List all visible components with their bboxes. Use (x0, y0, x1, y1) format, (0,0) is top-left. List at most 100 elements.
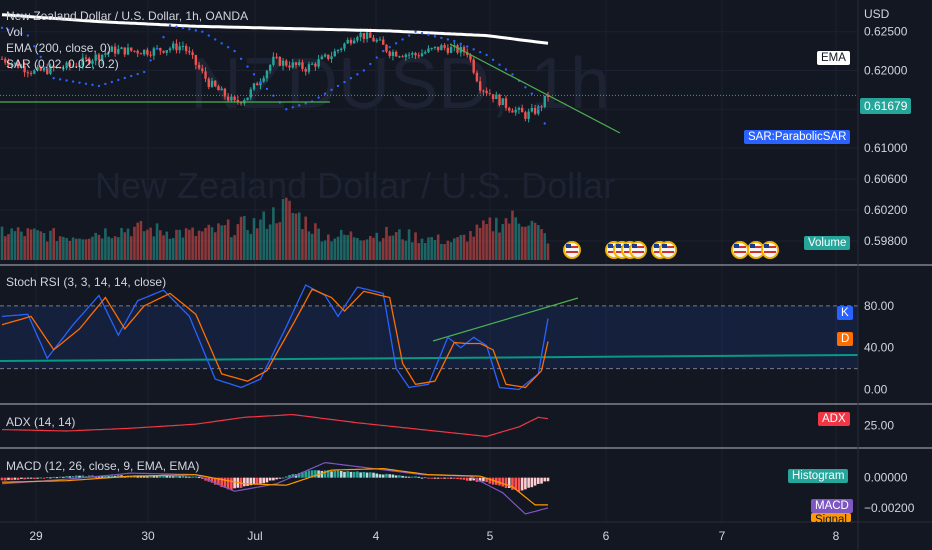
volume-bar (478, 227, 482, 260)
volume-bar (446, 240, 450, 260)
macd-histogram-bar (343, 471, 346, 478)
candle-down (4, 58, 7, 63)
volume-bar (210, 227, 214, 260)
volume-bar (100, 238, 104, 260)
volume-bar (333, 238, 337, 260)
candle-up (104, 53, 107, 55)
candle-down (301, 62, 304, 69)
vol-legend[interactable]: Vol (6, 25, 23, 39)
macd-histogram-bar (514, 477, 517, 490)
candle-down (275, 56, 278, 58)
price-tick-label: 0.60600 (864, 172, 908, 186)
candle-down (446, 47, 450, 53)
sar-dot (175, 25, 178, 28)
volume-bar (423, 242, 427, 260)
sar-dot (233, 49, 236, 53)
volume-bar (75, 238, 78, 260)
volume-bar (491, 231, 495, 260)
volume-bar (139, 220, 143, 260)
macd-histogram-bar (314, 470, 317, 478)
flag-stripe (734, 251, 746, 253)
sar-dot (362, 69, 366, 72)
macd-histogram-bar (511, 477, 514, 490)
candle-down (294, 62, 298, 66)
symbol-title[interactable]: New Zealand Dollar / U.S. Dollar, 1h, OA… (6, 9, 249, 23)
candle-down (123, 47, 126, 55)
macd-histogram-bar (378, 474, 382, 478)
volume-bar (414, 232, 417, 260)
candle-up (298, 62, 301, 66)
candle-down (88, 58, 91, 64)
sar-dot (317, 96, 320, 99)
ema-legend[interactable]: EMA (200, close, 0) (6, 41, 111, 55)
volume-bar (217, 223, 220, 260)
time-tick-label: 4 (373, 529, 380, 543)
volume-bar (533, 222, 537, 260)
macd-histogram-bar (49, 477, 52, 479)
candle-up (259, 81, 262, 86)
volume-bar (58, 236, 62, 260)
candle-down (498, 94, 501, 106)
candle-up (126, 47, 130, 55)
indicator-axis-ticks: 80.00 40.00 0.00 25.00 0.00000 −0.00200 (864, 299, 915, 515)
macd-histogram-bar (62, 476, 65, 478)
macd-histogram-bar (217, 477, 220, 486)
sar-dot (226, 46, 230, 49)
macd-histogram-bar (488, 477, 492, 484)
macd-histogram-bar (255, 477, 259, 485)
adx-title[interactable]: ADX (14, 14) (6, 415, 76, 429)
candle-down (469, 54, 472, 60)
stoch-rsi-title[interactable]: Stoch RSI (3, 3, 14, 14, close) (6, 275, 167, 289)
macd-histogram-bar (449, 477, 453, 479)
volume-bar (168, 238, 172, 260)
volume-bar (13, 231, 17, 260)
macd-histogram-bar (404, 476, 408, 478)
d-badge: D (837, 332, 854, 346)
sar-dot (214, 38, 217, 41)
candle-down (462, 46, 466, 53)
sar-dot (433, 35, 437, 38)
volume-bar (307, 231, 311, 260)
candle-up (424, 52, 427, 54)
volume-bar (26, 228, 30, 260)
candle-up (378, 39, 382, 41)
macd-histogram-bar (117, 475, 120, 478)
macd-histogram-bar (423, 477, 427, 479)
volume-bar (87, 238, 91, 260)
volume-bar (91, 236, 94, 260)
volume-bar (175, 229, 178, 260)
volume-bar (113, 236, 117, 260)
sar-legend[interactable]: SAR (0.02, 0.02, 0.2) (6, 57, 119, 71)
volume-bar (201, 231, 204, 260)
volume-bar (469, 231, 472, 260)
candle-up (178, 46, 181, 51)
candle-up (352, 40, 356, 44)
candle-up (272, 56, 275, 65)
volume-bar (369, 235, 372, 260)
macd-histogram-bar (20, 477, 23, 479)
currency-label: USD (864, 7, 890, 21)
candle-up (291, 62, 294, 68)
candle-down (388, 51, 391, 56)
macd-histogram-bar (188, 476, 191, 478)
economic-event-icons[interactable] (563, 241, 779, 259)
volume-bar (223, 225, 227, 260)
sar-dot (427, 33, 430, 37)
candle-up (65, 62, 68, 69)
volume-bar (472, 236, 475, 260)
candle-up (359, 32, 362, 38)
stoch-k-line (1, 284, 549, 391)
sar-dot (504, 68, 508, 71)
volume-bar (346, 235, 349, 260)
macd-histogram-bar (23, 477, 26, 480)
volume-bar (362, 240, 366, 260)
volume-bar (527, 225, 530, 260)
candle-up (91, 60, 94, 64)
sar-dot (394, 42, 398, 45)
macd-title[interactable]: MACD (12, 26, close, 9, EMA, EMA) (6, 459, 200, 473)
candle-down (414, 52, 417, 56)
candle-down (97, 54, 101, 61)
sar-dot (330, 88, 333, 92)
candle-down (239, 102, 243, 104)
